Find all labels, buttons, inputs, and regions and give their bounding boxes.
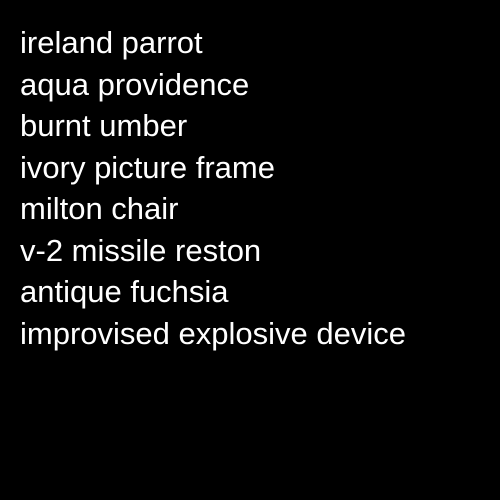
phrase-line: burnt umber xyxy=(20,108,188,143)
phrase-line: antique fuchsia xyxy=(20,274,229,309)
phrase-line: ivory picture frame xyxy=(20,149,275,185)
phrase-list: ireland parrot aqua providence burnt umb… xyxy=(20,22,406,354)
phrase-line: ireland parrot xyxy=(20,25,203,60)
phrase-line: milton chair xyxy=(20,191,179,226)
phrase-line: improvised explosive device xyxy=(20,315,406,351)
phrase-line: v-2 missile reston xyxy=(20,232,262,268)
phrase-line: aqua providence xyxy=(20,66,250,102)
